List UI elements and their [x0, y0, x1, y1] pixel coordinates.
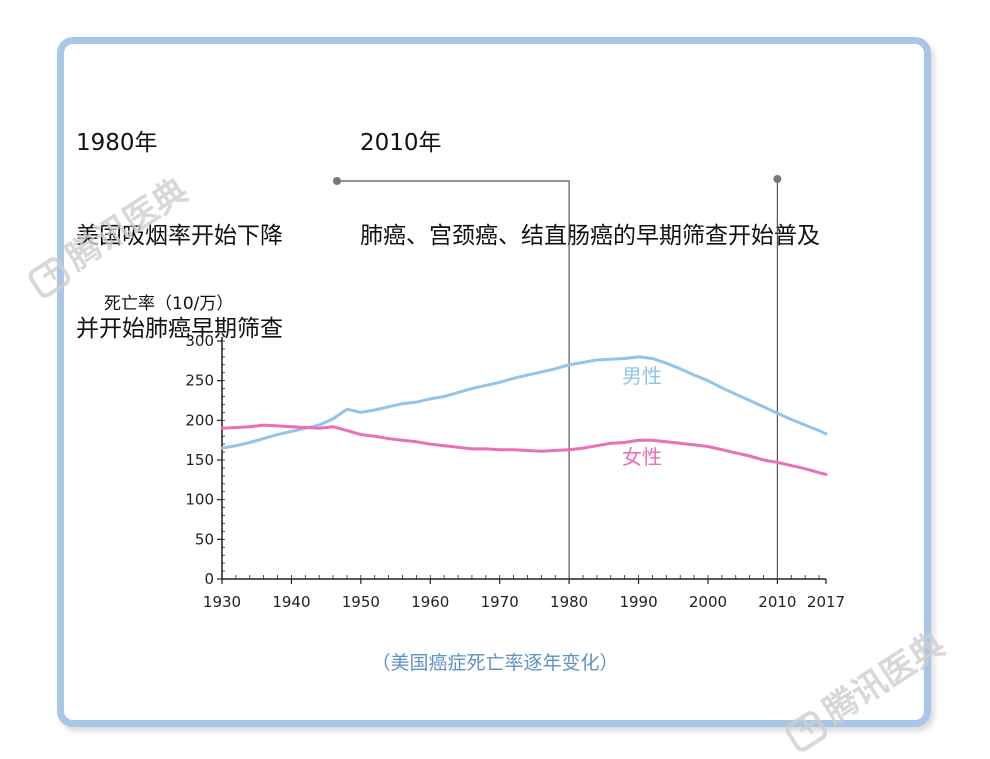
y-tick-label: 50 — [195, 530, 214, 548]
series-line-female — [220, 423, 828, 476]
x-tick-label: 2017 — [807, 593, 845, 611]
y-tick-label: 250 — [185, 372, 214, 390]
x-tick-label: 2010 — [758, 593, 796, 611]
series-label-male: 男性 — [622, 364, 662, 388]
x-tick-label: 1980 — [550, 593, 588, 611]
y-tick-label: 100 — [185, 491, 214, 509]
x-tick-label: 1970 — [481, 593, 519, 611]
x-tick-label: 1930 — [203, 593, 241, 611]
chart-caption: （美国癌症死亡率逐年变化） — [371, 652, 619, 674]
annotation-2010-year: 2010年 — [360, 130, 442, 156]
y-tick-label: 0 — [204, 570, 214, 588]
reference-line-1980 — [337, 180, 570, 579]
annotation-2010-line1: 肺癌、宫颈癌、结直肠癌的早期筛查开始普及 — [360, 223, 820, 249]
annotation-1980-year: 1980年 — [76, 130, 158, 156]
y-tick-label: 150 — [185, 451, 214, 469]
y-tick-label: 200 — [185, 411, 214, 429]
annotation-1980-line1: 美国吸烟率开始下降 — [76, 223, 283, 249]
reference-dot-2010 — [773, 175, 782, 183]
series-label-female: 女性 — [622, 445, 662, 469]
series-line-male — [220, 355, 828, 450]
y-tick-label: 300 — [185, 332, 214, 350]
x-tick-label: 1950 — [342, 593, 380, 611]
y-axis-label: 死亡率（10/万） — [104, 294, 233, 314]
reference-dot-1980 — [333, 177, 341, 185]
annotation-2010: 2010年 肺癌、宫颈癌、结直肠癌的早期筛查开始普及 — [360, 66, 820, 283]
annotation-1980: 1980年 美国吸烟率开始下降 并开始肺癌早期筛查 — [76, 66, 283, 376]
x-tick-label: 2000 — [689, 593, 727, 611]
chart-frame — [57, 37, 931, 727]
x-tick-label: 1990 — [619, 593, 657, 611]
x-tick-label: 1960 — [411, 593, 449, 611]
x-tick-label: 1940 — [272, 593, 310, 611]
annotation-1980-line2: 并开始肺癌早期筛查 — [76, 316, 283, 342]
